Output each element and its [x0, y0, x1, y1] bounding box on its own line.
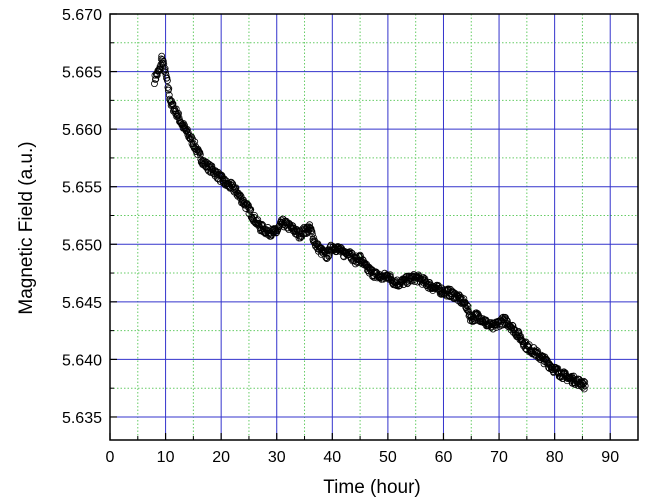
y-tick-label: 5.660	[62, 122, 102, 139]
data-point	[498, 314, 506, 322]
data-point	[191, 138, 199, 146]
y-axis-title: Magnetic Field (a.u.)	[16, 141, 37, 314]
y-tick-label: 5.640	[62, 352, 102, 369]
data-point	[244, 201, 251, 208]
data-point	[464, 302, 472, 310]
data-point	[580, 385, 588, 393]
data-point	[443, 286, 451, 294]
data-point	[158, 52, 166, 60]
data-point	[308, 230, 316, 238]
data-point	[463, 301, 471, 309]
data-point	[554, 365, 562, 372]
y-tick-label: 5.670	[62, 7, 102, 24]
y-tick-label: 5.650	[62, 237, 102, 254]
data-point	[194, 151, 201, 158]
data-point	[509, 322, 517, 330]
data-point	[164, 77, 171, 84]
data-point	[164, 83, 172, 91]
x-tick-label: 60	[435, 449, 453, 466]
data-point	[465, 307, 472, 315]
x-tick-labels: 0 10 20 30 40 50 60 70 80 90	[106, 449, 620, 466]
data-point	[169, 100, 177, 108]
data-point	[152, 75, 160, 83]
data-point	[165, 91, 173, 99]
y-tick-label: 5.635	[62, 410, 102, 427]
data-point	[460, 295, 468, 303]
x-tick-label: 20	[212, 449, 230, 466]
data-point	[402, 273, 410, 281]
data-point	[163, 74, 171, 82]
data-point	[308, 228, 316, 236]
data-point	[579, 380, 587, 388]
plot-frame	[109, 13, 639, 441]
data-point	[161, 65, 169, 73]
data-point	[581, 378, 589, 386]
data-point	[387, 273, 395, 281]
data-point	[159, 56, 166, 64]
data-points	[151, 52, 589, 393]
axis-ticks	[109, 13, 611, 440]
data-point	[237, 192, 245, 200]
data-point	[247, 206, 255, 213]
data-point	[208, 162, 216, 170]
data-point	[255, 220, 263, 227]
data-point	[246, 206, 254, 214]
x-tick-label: 40	[323, 449, 341, 466]
data-point	[175, 110, 182, 117]
y-tick-label: 5.665	[62, 65, 102, 82]
y-tick-label: 5.645	[62, 295, 102, 312]
y-tick-label: 5.655	[62, 180, 102, 197]
data-point	[503, 316, 510, 324]
data-point	[251, 211, 258, 219]
x-tick-label: 10	[157, 449, 175, 466]
data-point	[153, 71, 161, 79]
data-point	[580, 377, 588, 385]
data-point	[509, 321, 516, 329]
x-axis-title: Time (hour)	[323, 477, 420, 498]
x-tick-label: 70	[490, 449, 508, 466]
data-point	[306, 221, 314, 229]
data-point	[245, 201, 252, 209]
x-tick-label: 90	[601, 449, 619, 466]
data-point	[159, 57, 167, 65]
data-point	[254, 216, 262, 224]
data-point	[455, 291, 463, 299]
data-point	[196, 151, 204, 159]
data-point	[165, 85, 173, 93]
data-point	[310, 234, 318, 242]
minor-grid	[110, 14, 638, 440]
x-tick-label: 0	[106, 449, 115, 466]
data-point	[151, 80, 158, 88]
y-tick-labels: 5.635 5.640 5.645 5.650 5.655 5.660 5.665 5.670	[62, 7, 102, 427]
x-tick-label: 30	[268, 449, 286, 466]
data-point	[581, 382, 589, 390]
data-point	[183, 126, 191, 133]
x-tick-label: 80	[546, 449, 564, 466]
x-tick-label: 50	[379, 449, 397, 466]
